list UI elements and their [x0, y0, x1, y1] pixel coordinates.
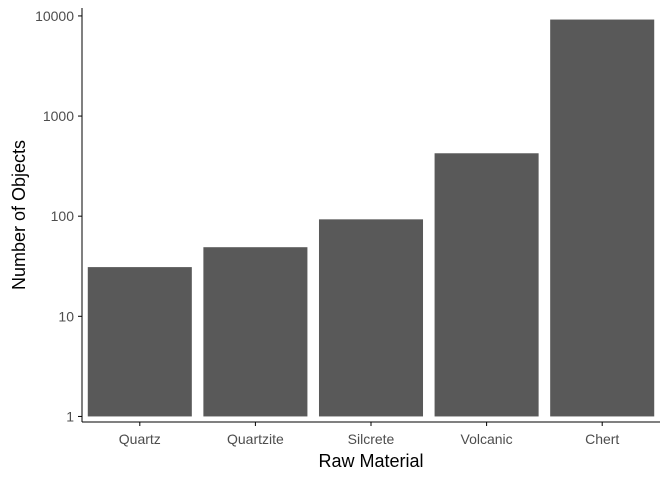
x-tick-label: Chert: [585, 431, 619, 447]
y-tick-label: 100: [51, 208, 75, 224]
x-tick-label: Quartz: [119, 431, 161, 447]
y-axis-title: Number of Objects: [9, 140, 29, 290]
x-tick-label: Silcrete: [348, 431, 395, 447]
bar-silcrete: [318, 219, 424, 417]
x-tick-label: Volcanic: [461, 431, 513, 447]
y-tick-label: 10000: [35, 8, 74, 24]
y-tick-label: 10: [58, 308, 74, 324]
bars-layer: [87, 19, 655, 417]
bar-quartz: [87, 267, 192, 417]
y-tick-label: 1: [66, 408, 74, 424]
bar-quartzite: [203, 247, 308, 417]
y-tick-label: 1000: [43, 108, 74, 124]
x-axis-ticks: Quartz Quartzite Silcrete Volcanic Chert: [119, 422, 619, 447]
y-axis-ticks: 1 10 100 1000 10000: [35, 8, 82, 424]
bar-volcanic: [434, 153, 539, 417]
x-tick-label: Quartzite: [227, 431, 284, 447]
bar-chert: [550, 19, 655, 417]
x-axis-title: Raw Material: [318, 451, 423, 471]
